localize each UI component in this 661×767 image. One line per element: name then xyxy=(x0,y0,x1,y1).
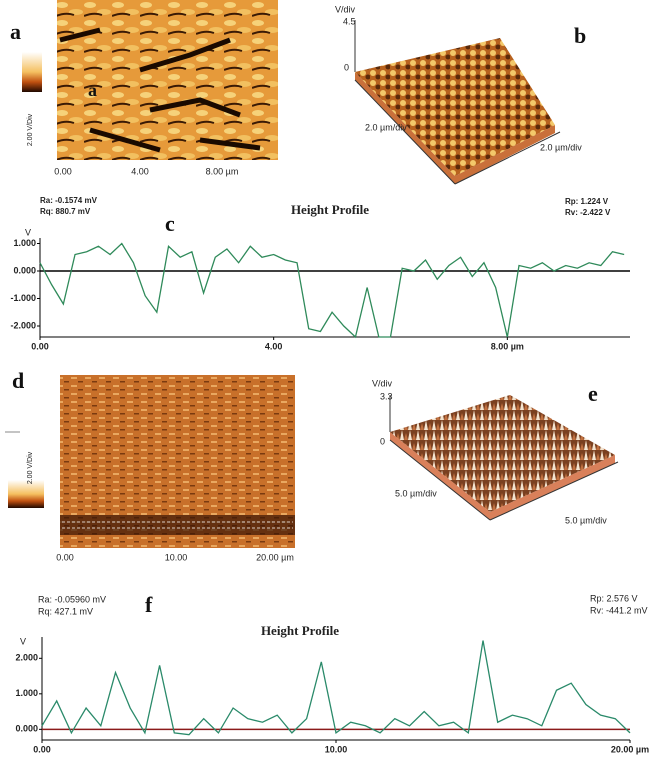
x-tick-label: 10.00 xyxy=(165,552,188,562)
y-tick-label: 2.000 xyxy=(15,653,38,663)
scale-label: 2.00 V/Div xyxy=(27,451,34,484)
panel-label: e xyxy=(588,381,598,406)
profile-line xyxy=(41,640,631,736)
stat: Ra: -0.05960 mV xyxy=(38,594,106,604)
z-unit: V/div xyxy=(335,4,356,14)
stat: Rp: 2.576 V xyxy=(590,593,638,603)
z-max: 4.5 xyxy=(343,16,356,26)
z-unit: V/div xyxy=(372,378,393,388)
x-scale: 2.0 µm/div xyxy=(540,142,582,152)
color-bar xyxy=(8,480,44,508)
x-tick-label: 20.00 µm xyxy=(256,552,294,562)
panel-label: c xyxy=(165,211,175,236)
x-tick-label: 20.00 µm xyxy=(611,744,649,754)
stat: Rq: 880.7 mV xyxy=(40,207,91,216)
y-tick-label: 1.000 xyxy=(13,238,36,248)
z-zero: 0 xyxy=(344,62,349,72)
chart-title: Height Profile xyxy=(291,202,369,217)
x-tick-label: 4.00 xyxy=(131,166,149,176)
profile-line xyxy=(39,242,625,339)
x-tick-label: 8.00 µm xyxy=(206,166,239,176)
y-unit: V xyxy=(25,227,31,237)
stat: Rq: 427.1 mV xyxy=(38,606,93,616)
x-tick-label: 0.00 xyxy=(33,744,51,754)
scale-label: 2.00 V/Div xyxy=(27,113,34,146)
panel-label: d xyxy=(12,368,24,393)
y-scale: 2.0 µm/div xyxy=(365,122,407,132)
stat: Rv: -2.422 V xyxy=(565,208,611,217)
x-tick-label: 0.00 xyxy=(31,341,49,351)
surface-side xyxy=(355,72,555,184)
x-tick-label: 0.00 xyxy=(56,552,74,562)
stat: Rv: -441.2 mV xyxy=(590,605,648,615)
stat: Ra: -0.1574 mV xyxy=(40,196,98,205)
z-zero: 3.3 xyxy=(380,391,393,401)
surface-cracks xyxy=(59,27,261,153)
x-tick-label: 10.00 xyxy=(325,744,348,754)
x-tick-label: 4.00 xyxy=(265,341,283,351)
panel-label: b xyxy=(574,23,586,48)
surface-3d xyxy=(390,395,615,512)
y-tick-label: -2.000 xyxy=(10,320,36,330)
x-tick-label: 0.00 xyxy=(54,166,72,176)
x-tick-label: 8.00 µm xyxy=(491,341,524,351)
stat: Rp: 1.224 V xyxy=(565,197,609,206)
panel-label: a xyxy=(10,19,21,44)
z-zero: 0 xyxy=(380,436,385,446)
y-scale: 5.0 µm/div xyxy=(395,488,437,498)
color-bar xyxy=(22,52,42,92)
x-scale: 5.0 µm/div xyxy=(565,515,607,525)
y-unit: V xyxy=(20,636,26,646)
y-tick-label: 0.000 xyxy=(15,724,38,734)
y-tick-label: -1.000 xyxy=(10,293,36,303)
y-tick-label: 1.000 xyxy=(15,688,38,698)
surface-3d xyxy=(355,38,555,176)
panel-label: f xyxy=(145,592,153,617)
inset-label: a xyxy=(88,80,97,100)
chart-title: Height Profile xyxy=(261,623,339,638)
y-tick-label: 0.000 xyxy=(13,265,36,275)
